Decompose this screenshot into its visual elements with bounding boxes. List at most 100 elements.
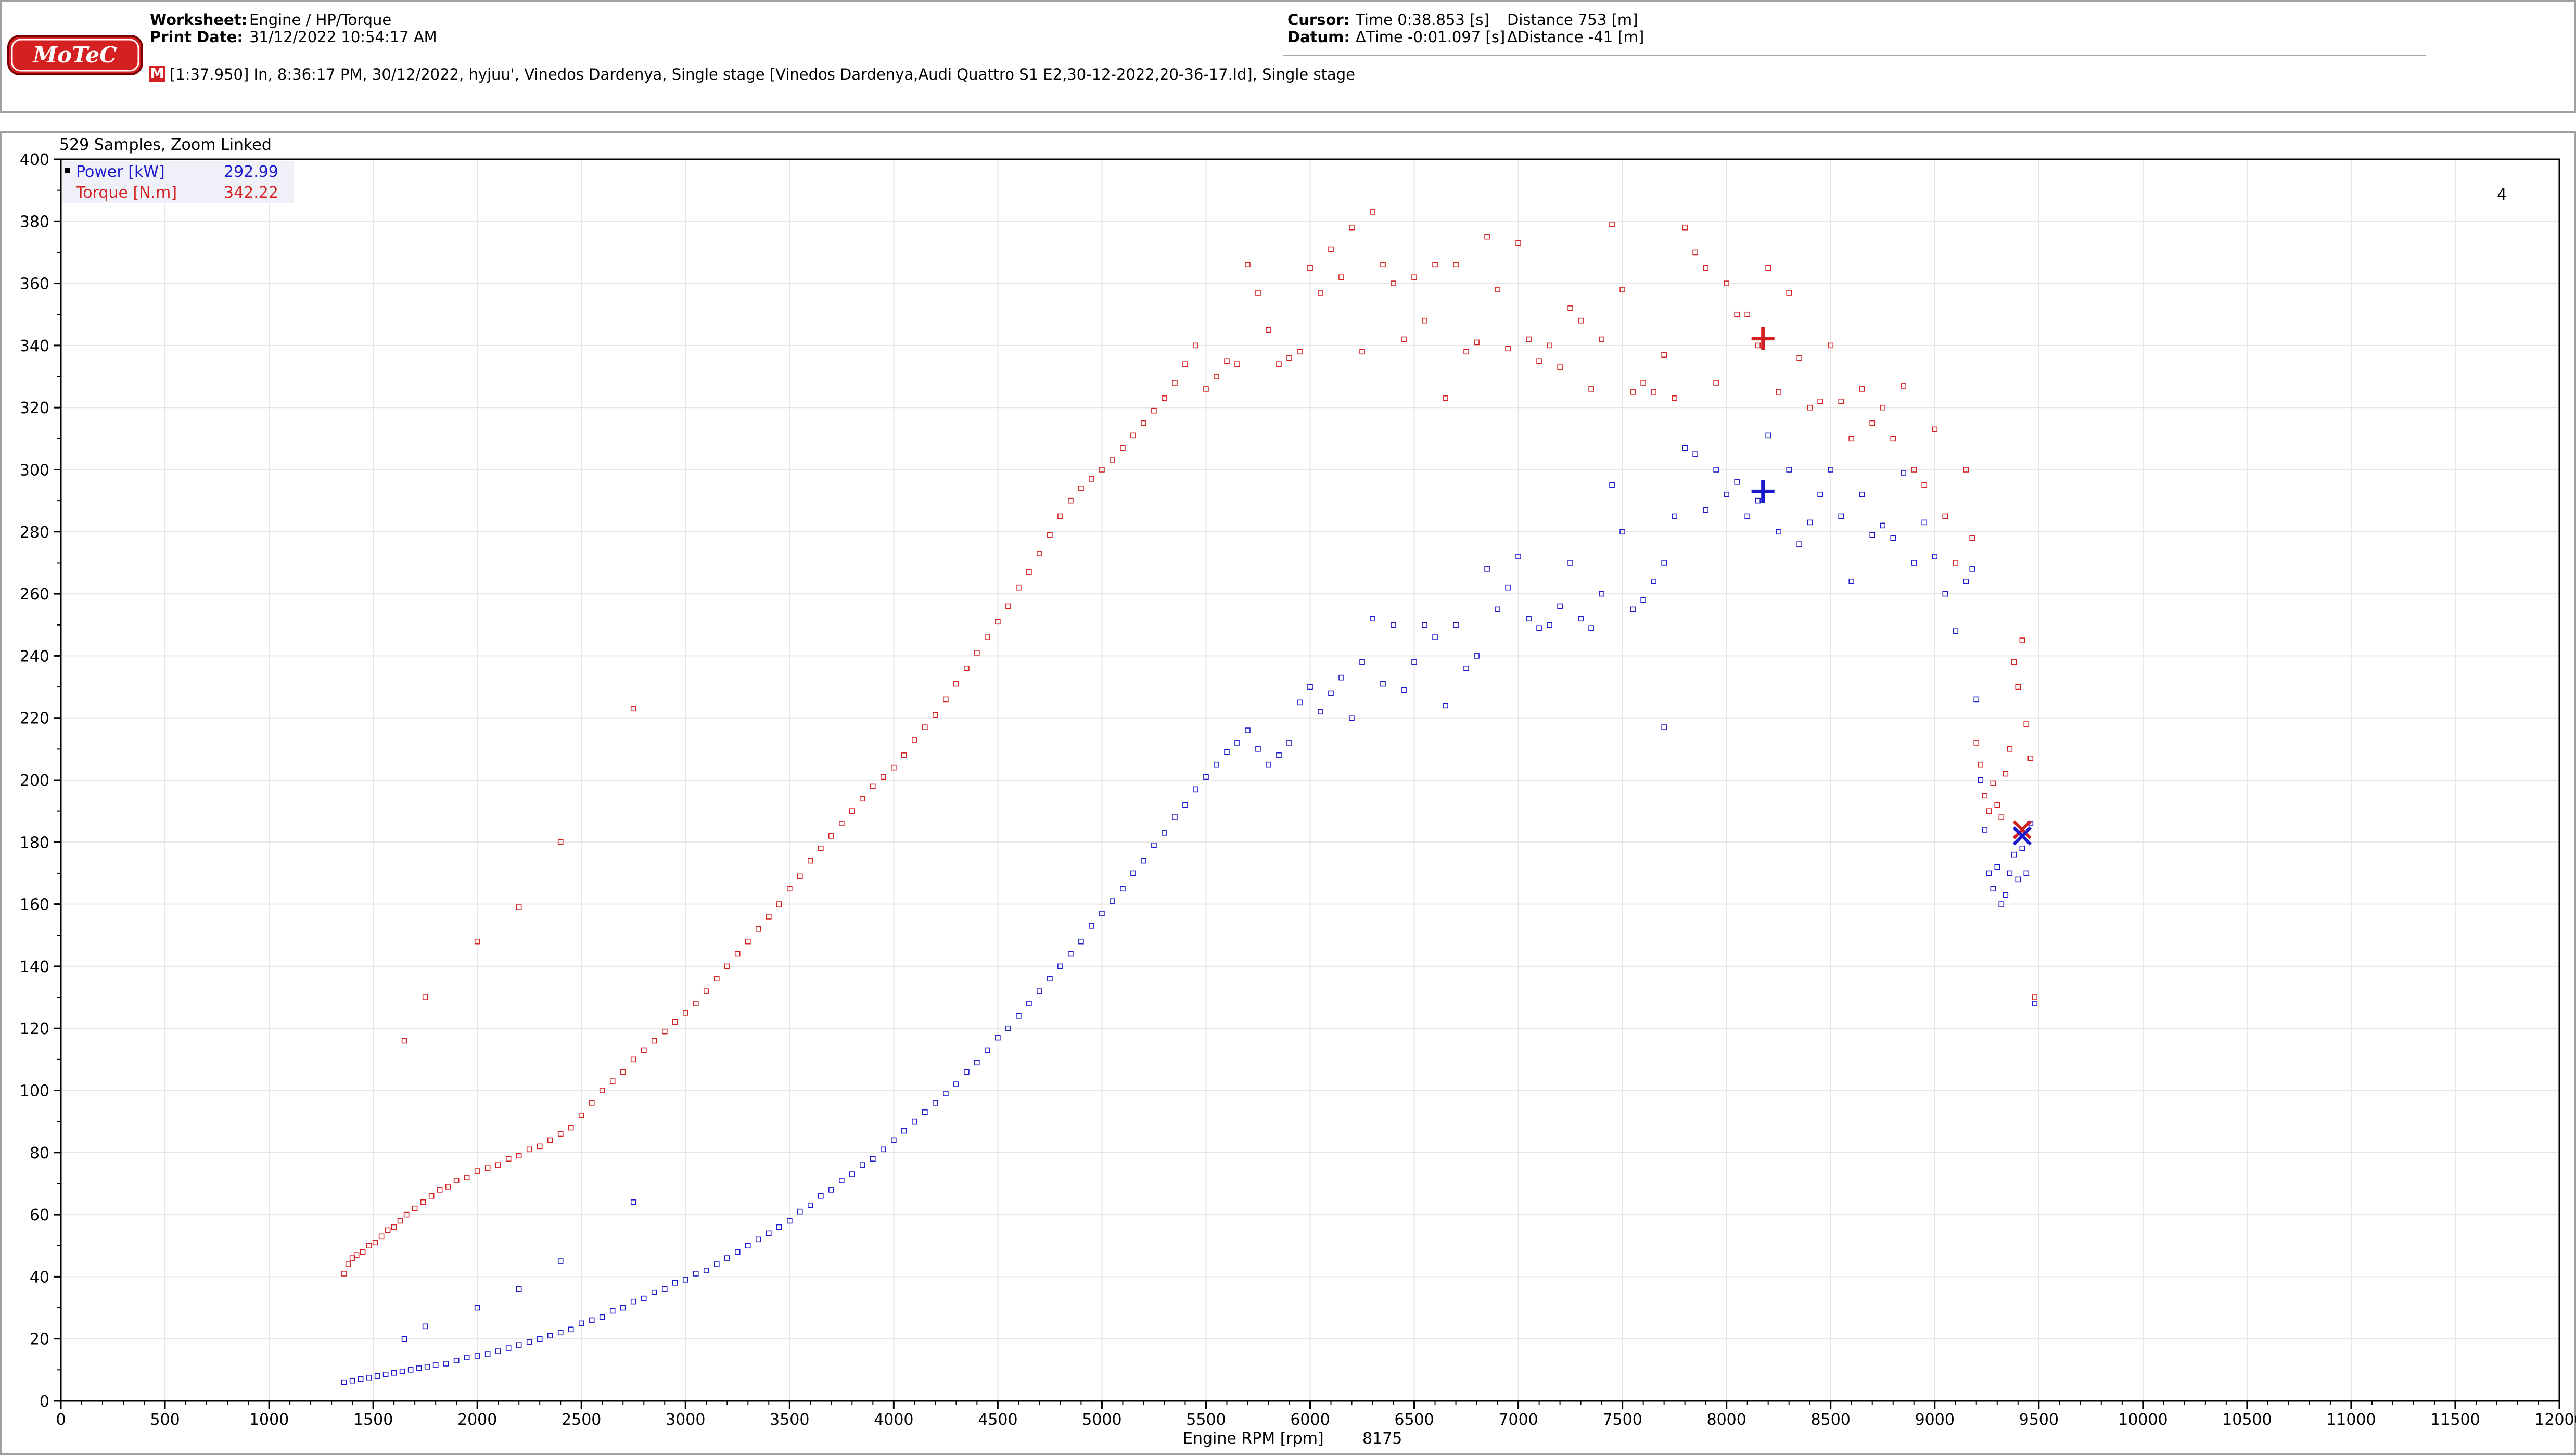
power-point [1609,482,1615,488]
power-point [1942,591,1948,597]
torque-point [1182,361,1188,367]
legend-power-label[interactable]: Power [kW] [76,163,165,181]
x-axis: 0 500 1000 1500 2000 2500 3000 3500 4000 4500 5000… [56,1401,2576,1429]
power-point [881,1146,886,1153]
chart-panel[interactable] [0,131,2576,1455]
power-point [1182,802,1188,808]
y-tick-label: 160 [20,896,49,914]
torque-point [1692,249,1698,256]
y-tick-label: 400 [20,151,49,169]
power-point [2019,845,2025,851]
torque-point [568,1125,574,1131]
torque-point [578,1112,584,1118]
torque-point [1963,467,1969,473]
datum-time: ΔTime -0:01.097 [s] [1356,28,1506,46]
power-point [1245,728,1251,733]
power-point [1057,963,1063,969]
torque-point [1630,389,1636,395]
torque-point [526,1146,532,1153]
power-point [2007,870,2013,876]
x-tick-label: 7500 [1602,1411,1642,1429]
y-tick-label: 120 [20,1020,49,1038]
torque-point [1848,436,1855,442]
legend[interactable]: Power [kW] 292.99 Torque [N.m] 342.22 [62,161,294,203]
cursor-distance: Distance 753 [m] [1507,11,1638,29]
power-point [1703,507,1708,513]
legend-torque-label[interactable]: Torque [N.m] [75,184,177,202]
torque-point [1672,395,1677,401]
power-point [1692,451,1698,457]
power-point [382,1371,389,1377]
motec-logo: MoTeC [7,35,143,75]
torque-point [839,821,845,826]
x-tick-label: 1500 [353,1411,393,1429]
torque-point [349,1255,355,1261]
x-tick-label: 9500 [2019,1411,2059,1429]
power-point [1963,578,1969,584]
torque-point [1744,311,1750,317]
torque-point [1307,265,1313,271]
power-point [2003,892,2009,898]
torque-point [453,1178,460,1183]
x-tick-label: 11500 [2430,1411,2480,1429]
power-point [641,1295,647,1301]
x-tick-label: 9000 [1915,1411,1955,1429]
legend-power-value: 292.99 [224,163,278,181]
power-point [1151,842,1157,848]
power-point [1005,1025,1011,1031]
power-point [1859,491,1865,497]
power-point [1536,625,1542,631]
power-point [358,1376,364,1382]
y-axis: 0 20 40 60 80 100 120 140 160 180 200 220 240 260 280 3… [20,151,61,1411]
corner-label: 4 [2497,186,2507,204]
power-point [1982,827,1988,833]
power-point [745,1243,751,1249]
power-point [943,1091,949,1096]
y-tick-label: 260 [20,585,49,604]
power-point [1869,532,1876,538]
power-point [578,1320,584,1326]
torque-point [2023,721,2030,727]
y-tick-label: 220 [20,710,49,728]
power-point [1901,470,1907,476]
torque-point [1890,436,1896,442]
power-point [1828,467,1834,473]
power-point [1640,597,1646,603]
torque-point [1859,386,1865,392]
motec-logo-text: MoTeC [32,42,117,68]
torque-point [422,994,428,1000]
torque-point [1380,262,1386,268]
torque-point [1505,346,1511,352]
torque-point [420,1199,426,1205]
power-point [1986,870,1992,876]
power-point [672,1280,678,1286]
power-point [1547,622,1552,628]
torque-point [974,650,980,656]
torque-point [1328,246,1334,252]
power-point [995,1035,1001,1041]
torque-point [964,665,970,671]
torque-point [766,914,772,920]
torque-point [1526,336,1532,342]
power-point [599,1314,605,1320]
power-point [1932,554,1938,559]
torque-point [630,706,636,712]
power-point [1110,898,1115,904]
torque-point [1214,374,1219,379]
power-point [860,1162,865,1168]
power-point [1276,752,1282,758]
y-tick-label: 20 [30,1331,49,1349]
torque-point [360,1249,366,1255]
torque-point [849,808,855,814]
torque-point [933,712,938,718]
torque-point [1921,482,1928,488]
torque-point [1089,476,1094,482]
torque-point [641,1047,647,1053]
x-tick-label: 10500 [2222,1411,2272,1429]
power-point [453,1358,460,1363]
torque-point [786,886,793,892]
torque-point [1536,358,1542,364]
power-point [557,1330,564,1336]
torque-point [474,1168,480,1174]
